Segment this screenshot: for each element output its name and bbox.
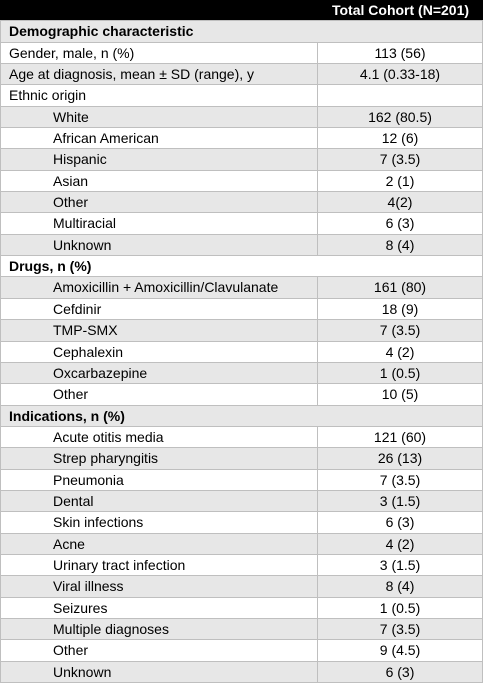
row-value: 6 (3) bbox=[318, 661, 483, 682]
row-value: 1 (0.5) bbox=[318, 597, 483, 618]
data-row: Gender, male, n (%) 113 (56) bbox=[0, 42, 483, 65]
data-row: Other 10 (5) bbox=[0, 384, 483, 406]
row-value: 162 (80.5) bbox=[318, 106, 483, 128]
row-value: 7 (3.5) bbox=[318, 469, 483, 490]
row-label: Unknown bbox=[0, 661, 318, 682]
row-label: Asian bbox=[0, 170, 318, 192]
row-value: 12 (6) bbox=[318, 128, 483, 149]
row-label: White bbox=[0, 106, 318, 128]
row-label: Other bbox=[0, 384, 318, 405]
row-value: 4 (2) bbox=[318, 533, 483, 554]
row-value: 4.1 (0.33-18) bbox=[318, 64, 483, 85]
row-label: Amoxicillin + Amoxicillin/Clavulanate bbox=[0, 277, 318, 298]
header-cell: Total Cohort (N=201) bbox=[331, 2, 470, 18]
row-value: 18 (9) bbox=[318, 298, 483, 320]
data-row: Oxcarbazepine 1 (0.5) bbox=[0, 362, 483, 385]
row-label: African American bbox=[0, 128, 318, 149]
row-value: 3 (1.5) bbox=[318, 490, 483, 512]
row-label: Pneumonia bbox=[0, 469, 318, 490]
row-label: Cefdinir bbox=[0, 298, 318, 320]
row-label: Seizures bbox=[0, 597, 318, 618]
data-row: Age at diagnosis, mean ± SD (range), y 4.… bbox=[0, 64, 483, 86]
section-row: Indications, n (%) bbox=[0, 405, 483, 427]
section-row: Demographic characteristic bbox=[0, 21, 483, 43]
row-label: Dental bbox=[0, 490, 318, 512]
row-label: Hispanic bbox=[0, 149, 318, 170]
row-value: 6 (3) bbox=[318, 512, 483, 533]
row-value: 4(2) bbox=[318, 192, 483, 213]
row-label: Oxcarbazepine bbox=[0, 362, 318, 384]
data-row: Hispanic 7 (3.5) bbox=[0, 149, 483, 171]
section-label: Demographic characteristic bbox=[0, 21, 483, 42]
row-value: 7 (3.5) bbox=[318, 618, 483, 640]
row-value: 10 (5) bbox=[318, 384, 483, 405]
data-row: Other 4(2) bbox=[0, 192, 483, 214]
row-value: 7 (3.5) bbox=[318, 149, 483, 170]
data-row: Multiple diagnoses 7 (3.5) bbox=[0, 618, 483, 641]
row-label: Acne bbox=[0, 533, 318, 554]
data-row: Multiracial 6 (3) bbox=[0, 213, 483, 235]
row-value: 4 (2) bbox=[318, 341, 483, 362]
row-value: 113 (56) bbox=[318, 42, 483, 64]
row-value: 7 (3.5) bbox=[318, 320, 483, 341]
row-value: 161 (80) bbox=[318, 277, 483, 298]
data-row: TMP-SMX 7 (3.5) bbox=[0, 320, 483, 342]
row-value: 1 (0.5) bbox=[318, 362, 483, 384]
data-row: Dental 3 (1.5) bbox=[0, 490, 483, 513]
row-label: Ethnic origin bbox=[0, 85, 318, 106]
header-row: Total Cohort (N=201) bbox=[0, 0, 483, 22]
data-row: Viral illness 8 (4) bbox=[0, 576, 483, 598]
row-label: TMP-SMX bbox=[0, 320, 318, 341]
data-row: Urinary tract infection 3 (1.5) bbox=[0, 554, 483, 577]
data-row: Other 9 (4.5) bbox=[0, 640, 483, 662]
data-row: Seizures 1 (0.5) bbox=[0, 597, 483, 619]
header-blank bbox=[0, 0, 318, 20]
row-label: Multiple diagnoses bbox=[0, 618, 318, 640]
data-row: Cefdinir 18 (9) bbox=[0, 298, 483, 321]
data-row: Amoxicillin + Amoxicillin/Clavulanate 161… bbox=[0, 277, 483, 299]
row-label: Gender, male, n (%) bbox=[0, 42, 318, 64]
row-label: Unknown bbox=[0, 234, 318, 256]
data-row: Acute otitis media 121 (60) bbox=[0, 426, 483, 449]
section-label: Drugs, n (%) bbox=[0, 256, 483, 277]
row-value: 9 (4.5) bbox=[318, 640, 483, 661]
data-row: Cephalexin 4 (2) bbox=[0, 341, 483, 363]
row-label: Urinary tract infection bbox=[0, 554, 318, 576]
row-label: Multiracial bbox=[0, 213, 318, 234]
data-row: African American 12 (6) bbox=[0, 128, 483, 150]
row-value: 3 (1.5) bbox=[318, 554, 483, 576]
data-row: Strep pharyngitis 26 (13) bbox=[0, 448, 483, 470]
row-value bbox=[318, 85, 483, 106]
row-value: 26 (13) bbox=[318, 448, 483, 469]
row-value: 8 (4) bbox=[318, 234, 483, 256]
row-value: 2 (1) bbox=[318, 170, 483, 192]
row-value: 6 (3) bbox=[318, 213, 483, 234]
data-row: Acne 4 (2) bbox=[0, 533, 483, 555]
section-label: Indications, n (%) bbox=[0, 405, 483, 426]
row-label: Acute otitis media bbox=[0, 426, 318, 448]
row-label: Skin infections bbox=[0, 512, 318, 533]
data-row: Unknown 8 (4) bbox=[0, 234, 483, 257]
data-row: Asian 2 (1) bbox=[0, 170, 483, 193]
row-value: 121 (60) bbox=[318, 426, 483, 448]
row-label: Strep pharyngitis bbox=[0, 448, 318, 469]
data-row: Pneumonia 7 (3.5) bbox=[0, 469, 483, 491]
row-value: 8 (4) bbox=[318, 576, 483, 597]
data-row: Ethnic origin bbox=[0, 85, 483, 107]
row-label: Other bbox=[0, 192, 318, 213]
data-row: Skin infections 6 (3) bbox=[0, 512, 483, 534]
data-row: Unknown 6 (3) bbox=[0, 661, 483, 683]
section-row: Drugs, n (%) bbox=[0, 256, 483, 278]
row-label: Other bbox=[0, 640, 318, 661]
row-label: Viral illness bbox=[0, 576, 318, 597]
row-label: Age at diagnosis, mean ± SD (range), y bbox=[0, 64, 318, 85]
row-label: Cephalexin bbox=[0, 341, 318, 362]
data-row: White 162 (80.5) bbox=[0, 106, 483, 129]
